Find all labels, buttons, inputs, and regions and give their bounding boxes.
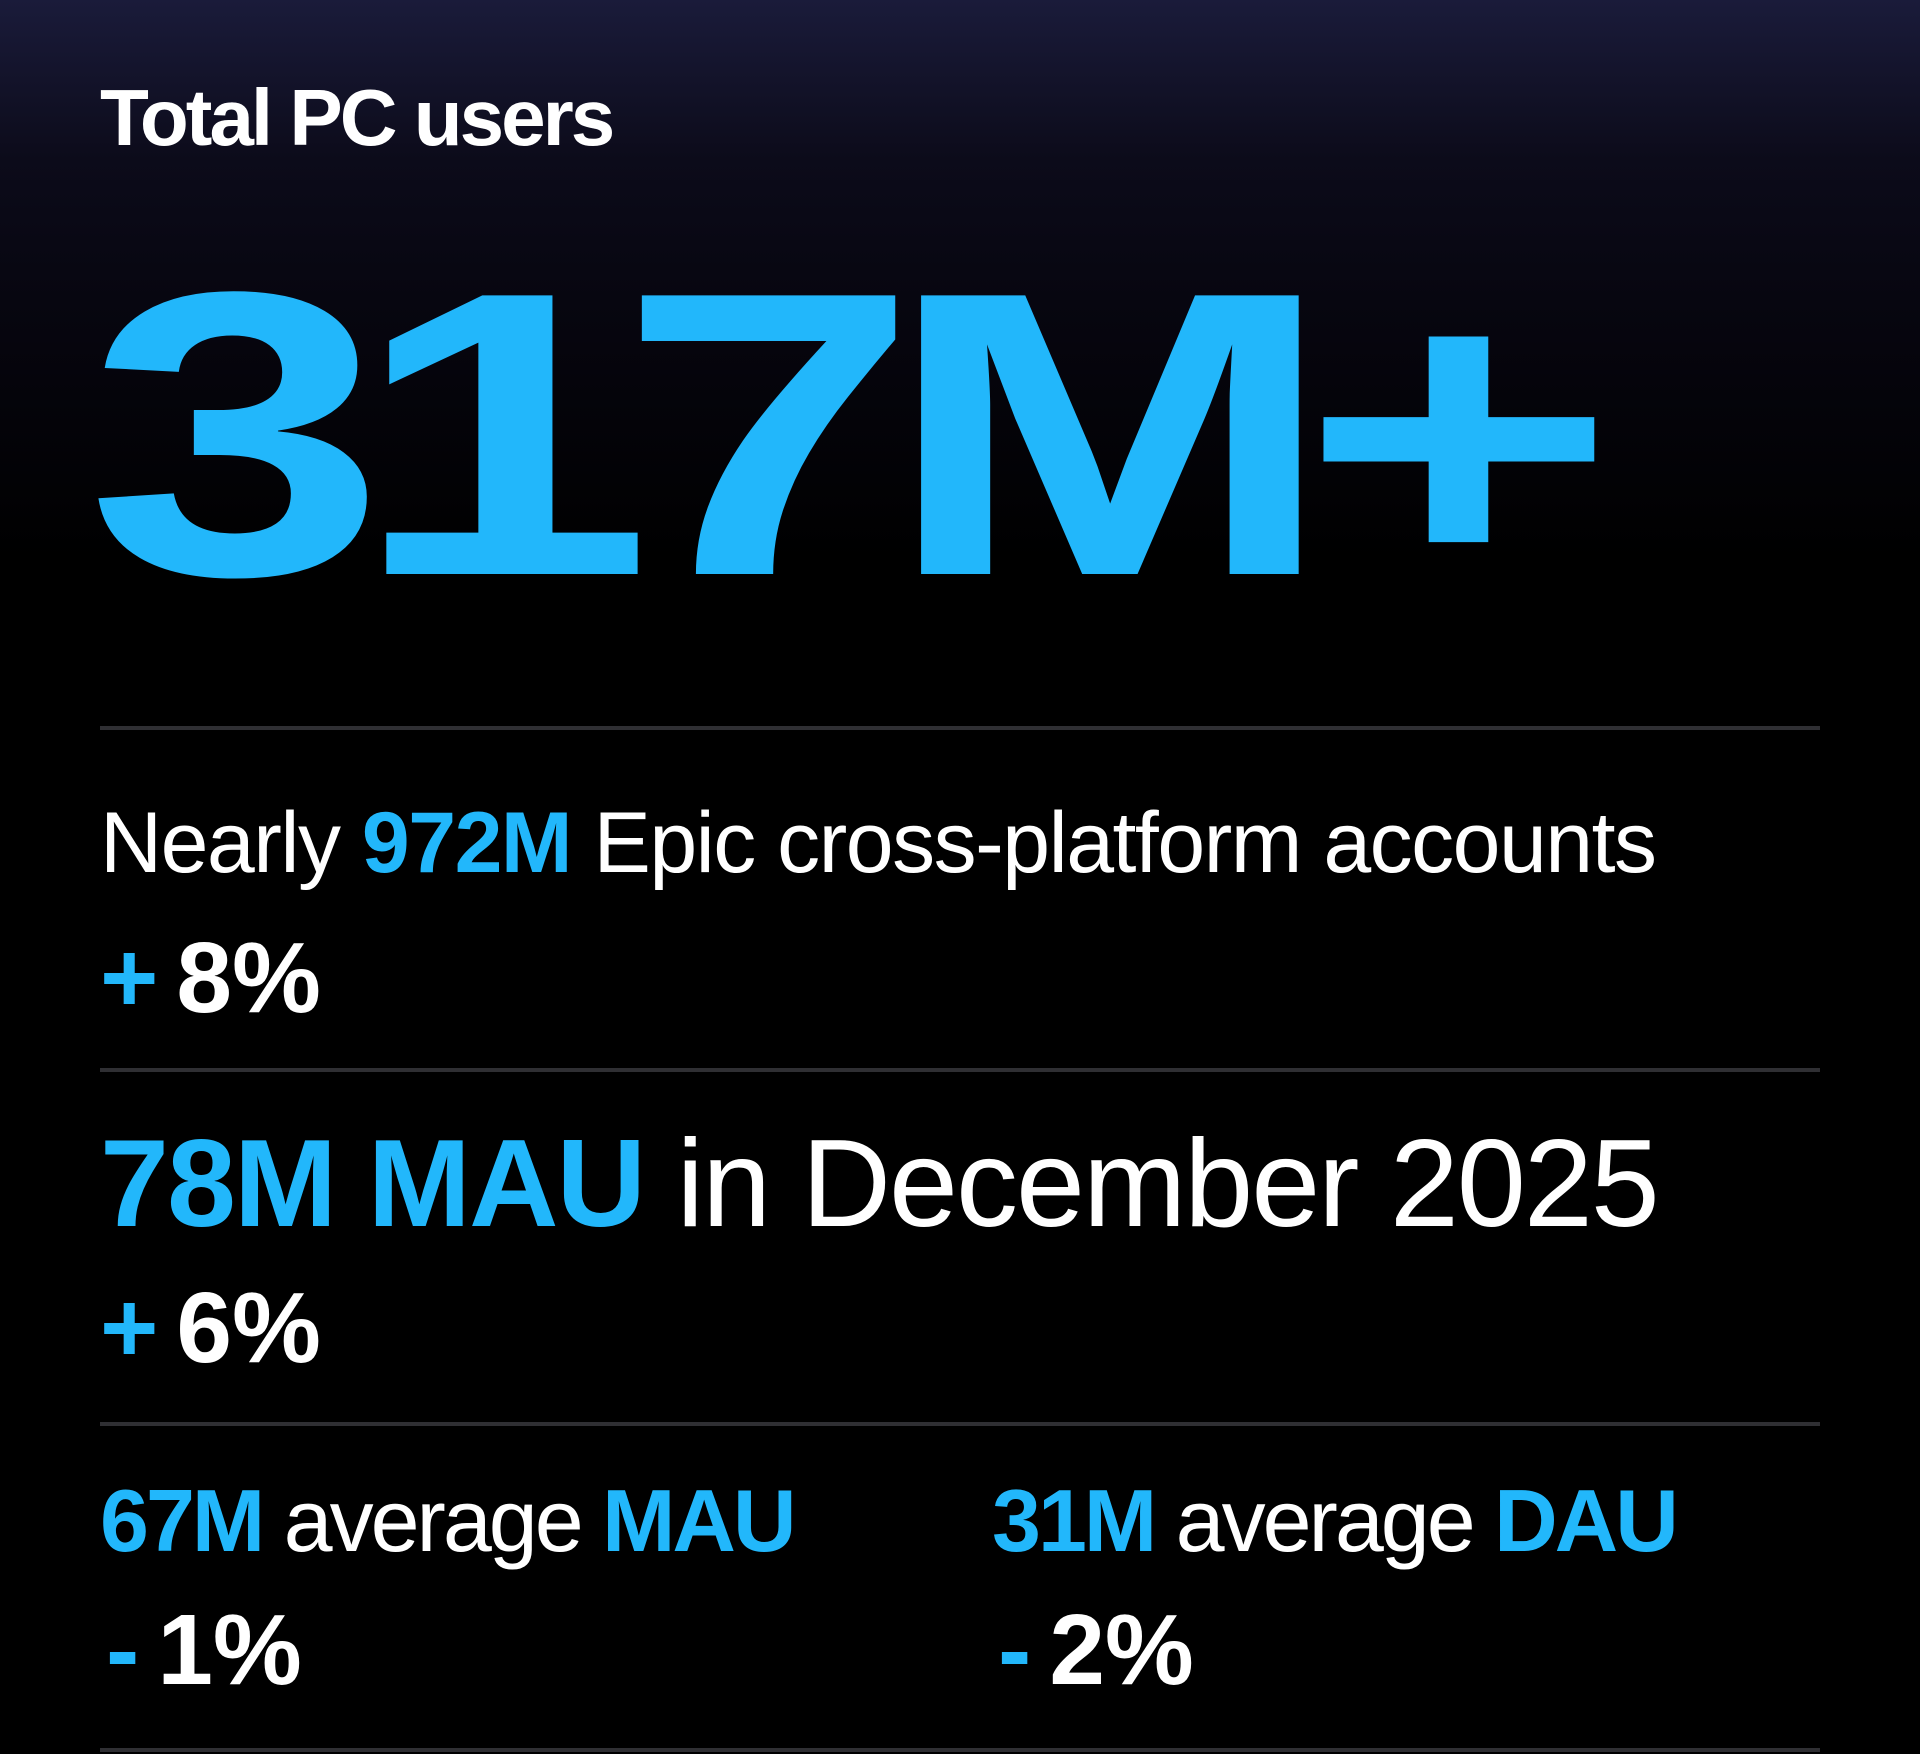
stat-metric: DAU xyxy=(1494,1471,1679,1570)
change-value: 2% xyxy=(1049,1594,1194,1706)
divider xyxy=(100,1748,1820,1752)
stat-average-dau: 31M average DAU xyxy=(992,1477,1679,1565)
change-value: 6% xyxy=(176,1272,321,1384)
stat-label: average xyxy=(1175,1471,1476,1570)
change-sign: + xyxy=(100,922,159,1034)
change-sign: + xyxy=(100,1272,159,1384)
change-sign: - xyxy=(998,1594,1032,1706)
change-value: 8% xyxy=(176,922,321,1034)
stat-value: 67M xyxy=(100,1471,265,1570)
stat-label: average xyxy=(283,1471,584,1570)
headline-metric: 317M+ xyxy=(86,208,1616,661)
stat-metric: MAU xyxy=(602,1471,796,1570)
change-value: 1% xyxy=(157,1594,302,1706)
stat-change: + 6% xyxy=(100,1278,321,1378)
divider xyxy=(100,1422,1820,1426)
stat-mau-december: 78M MAU in December 2025 xyxy=(100,1122,1660,1246)
divider xyxy=(100,1068,1820,1072)
stat-change: + 8% xyxy=(100,928,321,1028)
stat-accounts: Nearly 972M Epic cross-platform accounts xyxy=(100,800,1657,886)
divider xyxy=(100,726,1820,730)
stat-value: 972M xyxy=(361,795,573,891)
page-title: Total PC users xyxy=(100,73,615,162)
stat-label: Epic cross-platform accounts xyxy=(593,795,1657,891)
change-sign: - xyxy=(106,1594,140,1706)
stat-prefix: Nearly xyxy=(100,795,341,891)
stat-value: 31M xyxy=(992,1471,1157,1570)
stat-label: in December 2025 xyxy=(676,1115,1660,1253)
stat-change: - 2% xyxy=(998,1600,1194,1700)
stat-value: 78M MAU xyxy=(100,1115,646,1253)
stat-change: - 1% xyxy=(106,1600,302,1700)
stat-average-mau: 67M average MAU xyxy=(100,1477,797,1565)
